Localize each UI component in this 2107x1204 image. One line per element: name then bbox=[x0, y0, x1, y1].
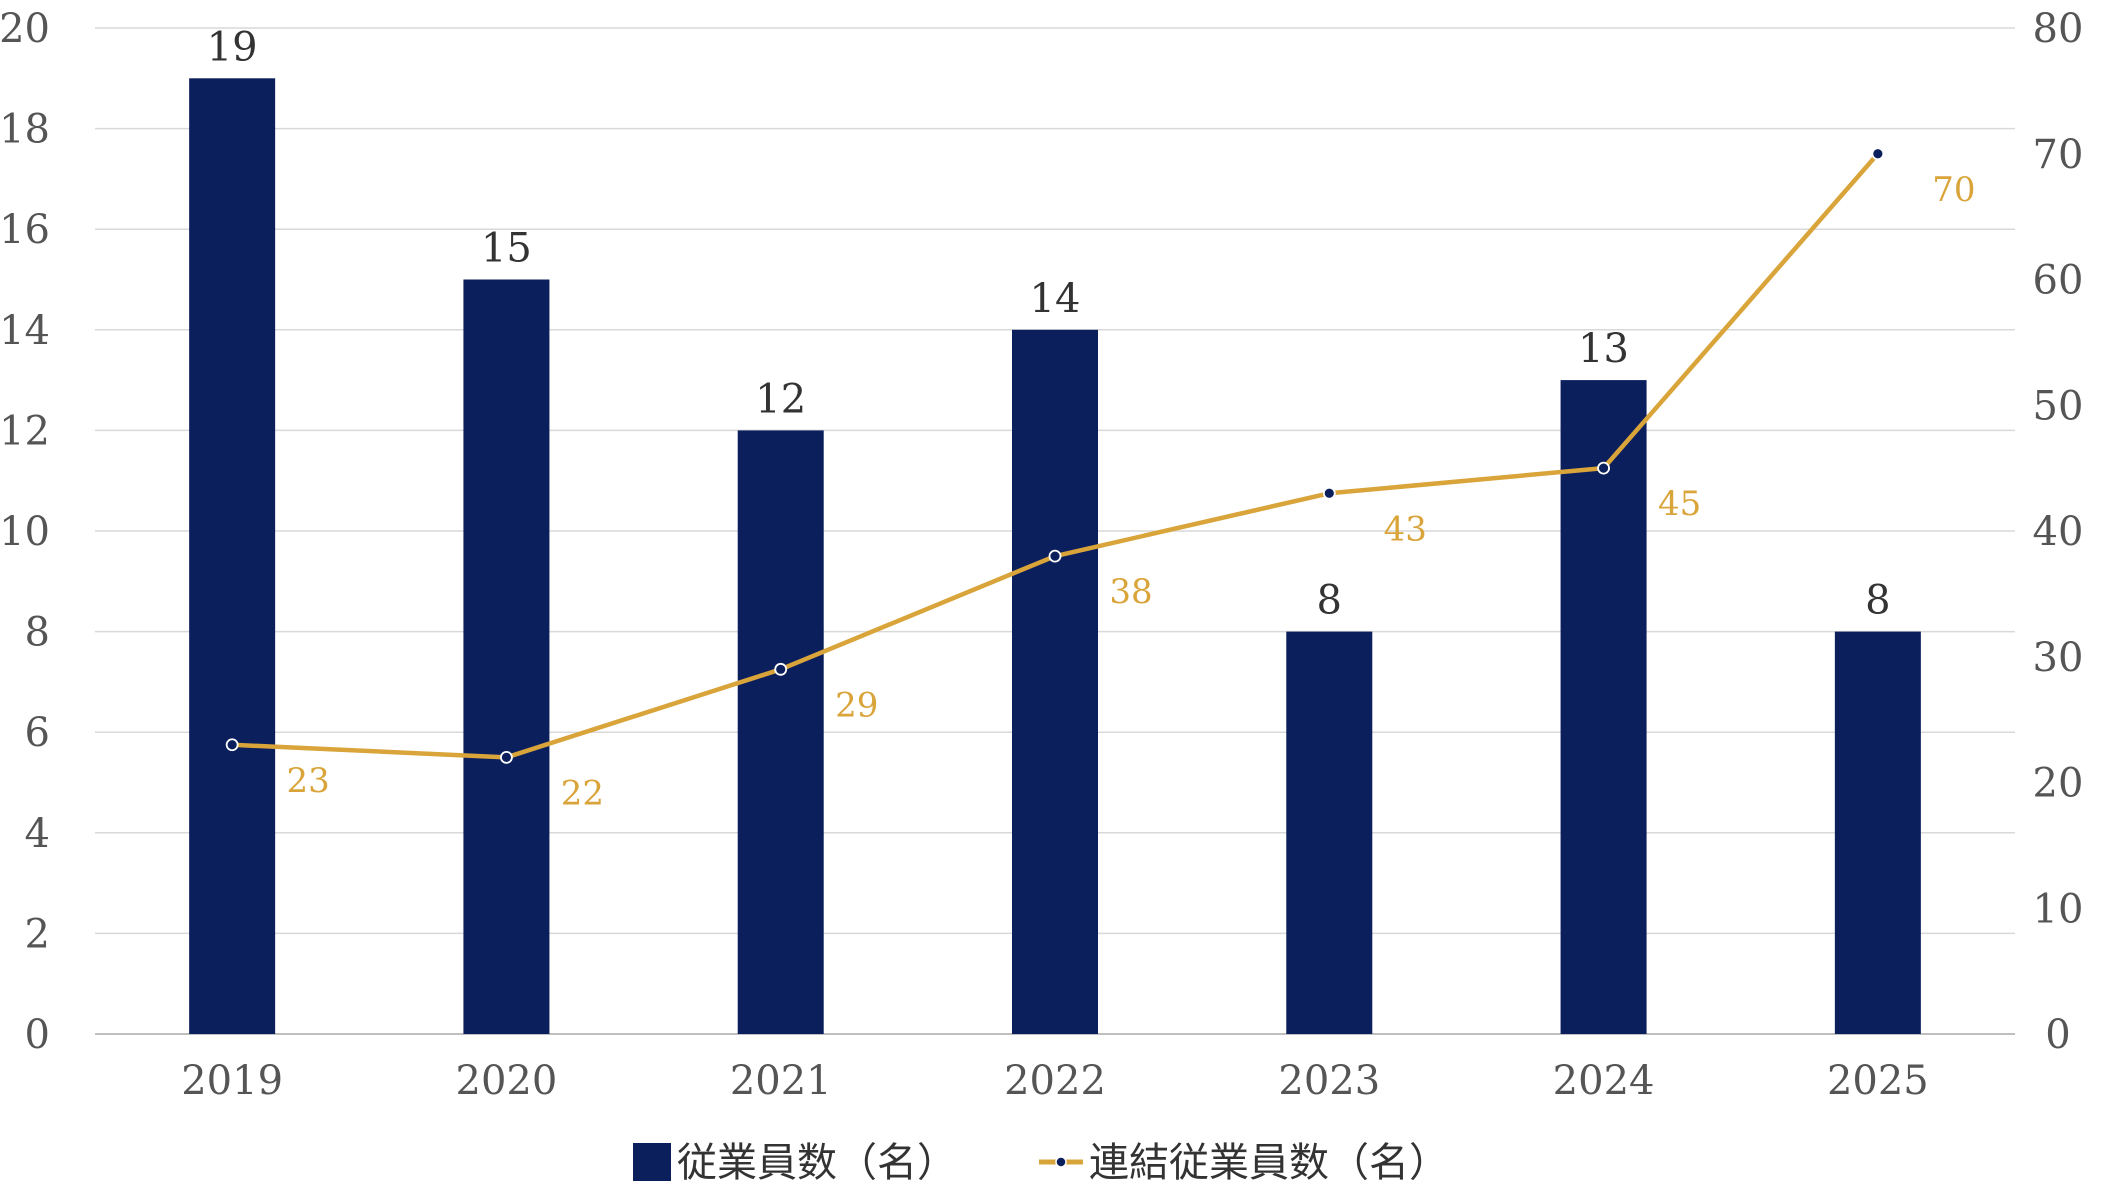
bar-data-labels: 19 15 12 14 8 13 8 bbox=[207, 24, 1891, 623]
left-y-tick-label: 6 bbox=[25, 710, 50, 756]
right-y-tick-label: 30 bbox=[2033, 635, 2084, 681]
bar bbox=[1560, 380, 1647, 1035]
line-value-label: 29 bbox=[835, 685, 878, 725]
left-y-tick-label: 0 bbox=[25, 1012, 50, 1058]
left-y-tick-label: 14 bbox=[0, 308, 50, 354]
bar-value-label: 12 bbox=[755, 376, 806, 422]
legend-bar-label: 従業員数（名） bbox=[677, 1140, 957, 1186]
legend-line-label: 連結従業員数（名） bbox=[1089, 1140, 1449, 1186]
line-data-labels: 23 22 29 38 43 45 70 bbox=[287, 170, 1976, 814]
bar-value-label: 13 bbox=[1578, 326, 1629, 372]
x-tick-label: 2025 bbox=[1827, 1058, 1929, 1104]
line-series bbox=[225, 147, 1885, 764]
right-y-tick-label: 0 bbox=[2045, 1012, 2070, 1058]
x-tick-label: 2022 bbox=[1004, 1058, 1106, 1104]
bar bbox=[1286, 631, 1373, 1034]
bar-value-label: 8 bbox=[1317, 578, 1342, 624]
legend: 従業員数（名） 連結従業員数（名） bbox=[633, 1140, 1449, 1186]
line-value-label: 43 bbox=[1384, 509, 1427, 549]
left-y-tick-label: 16 bbox=[0, 207, 50, 253]
line-value-label: 45 bbox=[1658, 484, 1701, 524]
bar-value-label: 14 bbox=[1030, 276, 1081, 322]
bar bbox=[1834, 631, 1921, 1034]
line-point bbox=[1322, 486, 1336, 500]
line-value-label: 38 bbox=[1109, 572, 1152, 612]
bar-series bbox=[189, 78, 1921, 1035]
right-y-tick-label: 20 bbox=[2033, 761, 2084, 807]
line-point bbox=[500, 750, 513, 764]
x-tick-label: 2023 bbox=[1278, 1058, 1380, 1104]
left-y-tick-label: 8 bbox=[25, 610, 50, 656]
left-y-tick-label: 18 bbox=[0, 107, 50, 153]
right-y-tick-label: 10 bbox=[2033, 886, 2084, 932]
bar bbox=[1012, 329, 1098, 1034]
bar bbox=[189, 78, 276, 1035]
line-point bbox=[225, 738, 239, 752]
line-point bbox=[1048, 549, 1062, 563]
bar bbox=[463, 279, 550, 1034]
left-y-tick-label: 2 bbox=[25, 911, 50, 957]
line-value-label: 23 bbox=[287, 761, 330, 801]
right-y-tick-label: 60 bbox=[2033, 258, 2084, 304]
right-y-axis: 0 10 20 30 40 50 60 70 80 bbox=[2033, 6, 2084, 1058]
bar-value-label: 15 bbox=[481, 226, 532, 272]
x-tick-label: 2024 bbox=[1553, 1058, 1655, 1104]
line-point bbox=[774, 662, 788, 676]
line-value-label: 70 bbox=[1932, 170, 1975, 210]
right-y-tick-label: 80 bbox=[2033, 6, 2084, 52]
left-y-tick-label: 4 bbox=[25, 811, 50, 857]
right-y-tick-label: 50 bbox=[2033, 383, 2084, 429]
left-y-axis: 0 2 4 6 8 10 12 14 16 18 20 bbox=[0, 6, 50, 1058]
line-point bbox=[1871, 147, 1885, 161]
left-y-tick-label: 12 bbox=[0, 408, 50, 454]
bar bbox=[737, 430, 824, 1034]
right-y-tick-label: 70 bbox=[2033, 132, 2084, 178]
x-tick-label: 2019 bbox=[181, 1058, 283, 1104]
left-y-tick-label: 10 bbox=[0, 509, 50, 555]
x-tick-label: 2021 bbox=[730, 1058, 832, 1104]
x-axis: 2019 2020 2021 2022 2023 2024 2025 bbox=[181, 1058, 1929, 1104]
bar-value-label: 19 bbox=[207, 24, 258, 70]
line-point bbox=[1597, 461, 1610, 475]
left-y-tick-label: 20 bbox=[0, 6, 50, 52]
line-value-label: 22 bbox=[561, 773, 604, 813]
bar-value-label: 8 bbox=[1865, 578, 1890, 624]
right-y-tick-label: 40 bbox=[2033, 509, 2084, 555]
legend-bar-swatch bbox=[633, 1143, 671, 1181]
legend-line-marker bbox=[1055, 1156, 1067, 1168]
x-tick-label: 2020 bbox=[456, 1058, 558, 1104]
